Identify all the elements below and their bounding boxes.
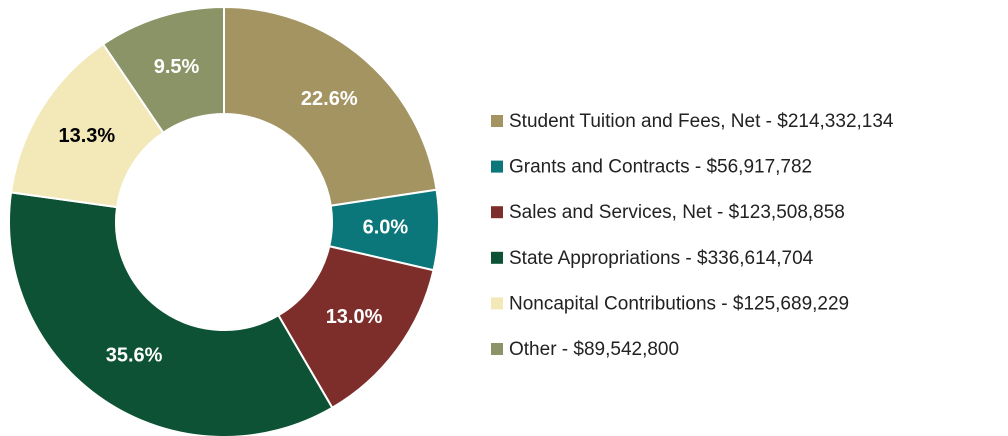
data-label: 22.6% bbox=[301, 88, 358, 110]
legend-label: State Appropriations - $336,614,704 bbox=[509, 248, 814, 269]
data-label: 13.0% bbox=[326, 306, 383, 328]
legend-label: Sales and Services, Net - $123,508,858 bbox=[509, 202, 845, 223]
legend-label: Grants and Contracts - $56,917,782 bbox=[509, 157, 812, 178]
legend-swatch bbox=[491, 115, 503, 127]
slice bbox=[101, 5, 225, 135]
data-label: 6.0% bbox=[363, 216, 409, 238]
legend-swatch bbox=[491, 251, 503, 264]
legend-swatch bbox=[491, 297, 503, 310]
data-label: 9.5% bbox=[154, 56, 200, 78]
legend-label: Student Tuition and Fees, Net - $214,332… bbox=[509, 111, 894, 132]
legend-swatch bbox=[491, 206, 503, 219]
legend-swatch bbox=[491, 160, 503, 173]
slice bbox=[223, 5, 438, 207]
data-label: 35.6% bbox=[106, 344, 163, 366]
legend-swatch bbox=[491, 343, 503, 355]
data-label: 13.3% bbox=[58, 125, 115, 147]
legend-label: Noncapital Contributions - $125,689,229 bbox=[509, 293, 849, 314]
legend-label: Other - $89,542,800 bbox=[509, 339, 679, 360]
